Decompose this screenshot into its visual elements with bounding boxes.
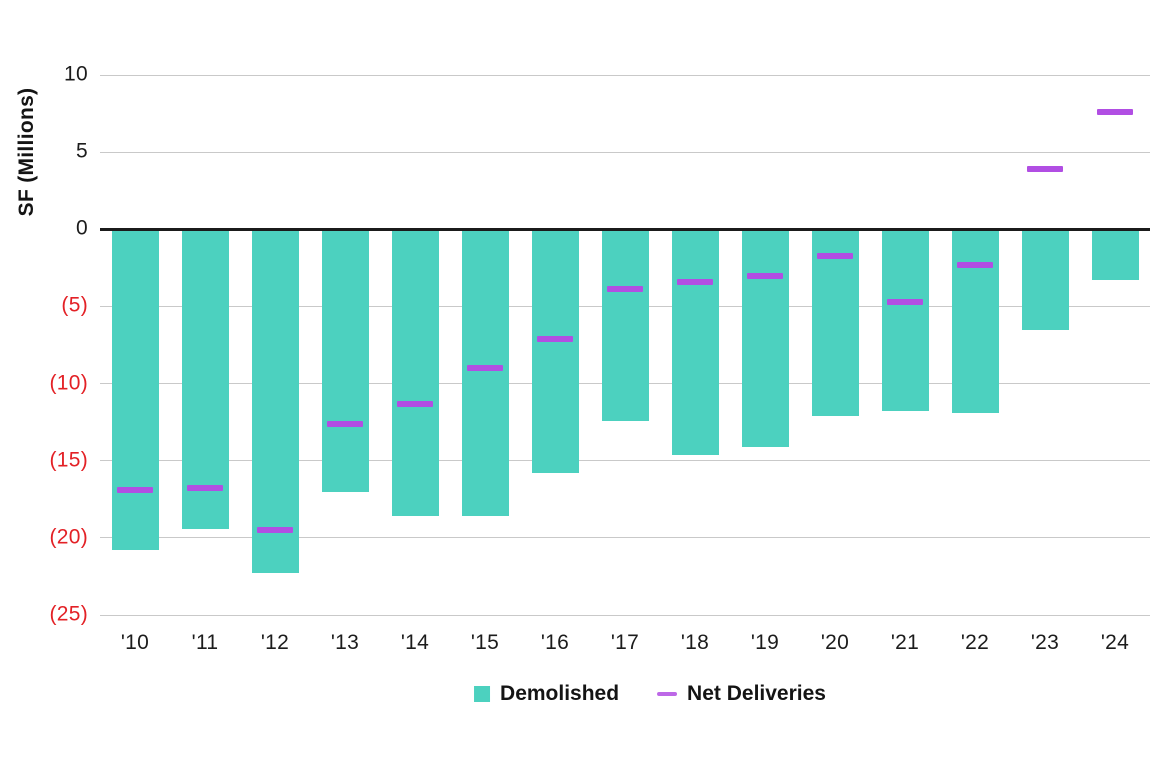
bar-demolished-24 [1091, 230, 1139, 281]
bar-demolished-11 [181, 230, 229, 529]
y-gridline [100, 460, 1150, 462]
y-gridline [100, 537, 1150, 539]
x-tick-label: '17 [610, 631, 640, 654]
bar-demolished-16 [531, 230, 579, 474]
legend-label-demolished: Demolished [500, 682, 620, 705]
bar-demolished-13 [321, 230, 369, 492]
y-tick-label: 10 [64, 62, 88, 86]
dash-net-deliveries-20 [817, 252, 853, 259]
x-tick-label: '24 [1100, 631, 1130, 654]
bar-demolished-21 [881, 230, 929, 412]
dash-net-deliveries-19 [747, 272, 783, 279]
y-tick-label: (25) [49, 602, 88, 626]
y-tick-label: 5 [76, 139, 88, 163]
bar-demolished-20 [811, 230, 859, 416]
dash-net-deliveries-24 [1097, 109, 1133, 116]
x-tick-label: '15 [470, 631, 500, 654]
dash-net-deliveries-17 [607, 286, 643, 293]
bar-demolished-19 [741, 230, 789, 447]
legend-item-net-deliveries: Net Deliveries [657, 682, 826, 706]
dash-net-deliveries-11 [187, 485, 223, 492]
bar-demolished-14 [391, 230, 439, 517]
dash-net-deliveries-16 [537, 335, 573, 342]
y-tick-label: (5) [61, 293, 88, 317]
dash-net-deliveries-14 [397, 400, 433, 407]
y-gridline [100, 74, 1150, 76]
x-tick-label: '22 [960, 631, 990, 654]
legend: Demolished Net Deliveries [474, 682, 826, 706]
x-tick-label: '13 [330, 631, 360, 654]
y-tick-label: 0 [76, 216, 88, 240]
dash-net-deliveries-12 [257, 527, 293, 534]
bar-demolished-22 [951, 230, 999, 413]
x-tick-label: '14 [400, 631, 430, 654]
x-tick-label: '20 [820, 631, 850, 654]
x-tick-label: '10 [120, 631, 150, 654]
legend-item-demolished: Demolished [474, 682, 619, 706]
plot-area [100, 74, 1150, 616]
dash-net-deliveries-10 [117, 487, 153, 494]
x-tick-label: '23 [1030, 631, 1060, 654]
dash-net-deliveries-21 [887, 298, 923, 305]
y-tick-label: (20) [49, 525, 88, 549]
bar-demolished-18 [671, 230, 719, 455]
x-tick-label: '21 [890, 631, 920, 654]
dash-net-deliveries-13 [327, 420, 363, 427]
dash-net-deliveries-23 [1027, 166, 1063, 173]
y-gridline [100, 151, 1150, 153]
y-tick-label: (15) [49, 448, 88, 472]
bar-demolished-23 [1021, 230, 1069, 330]
x-tick-label: '18 [680, 631, 710, 654]
x-tick-label: '19 [750, 631, 780, 654]
y-tick-label: (10) [49, 371, 88, 395]
bar-demolished-12 [251, 230, 299, 574]
y-gridline [100, 614, 1150, 616]
bar-demolished-15 [461, 230, 509, 517]
bar-demolished-17 [601, 230, 649, 421]
dash-net-deliveries-22 [957, 261, 993, 268]
dash-net-deliveries-15 [467, 365, 503, 372]
x-tick-label: '11 [191, 631, 219, 654]
x-tick-label: '16 [540, 631, 570, 654]
net-deliveries-dash-icon [657, 692, 678, 696]
x-tick-label: '12 [260, 631, 290, 654]
legend-label-net-deliveries: Net Deliveries [687, 682, 826, 705]
dash-net-deliveries-18 [677, 278, 713, 285]
x-axis-zero-line [100, 227, 1150, 231]
demolished-swatch-icon [474, 686, 491, 702]
bar-demolished-10 [111, 230, 159, 551]
